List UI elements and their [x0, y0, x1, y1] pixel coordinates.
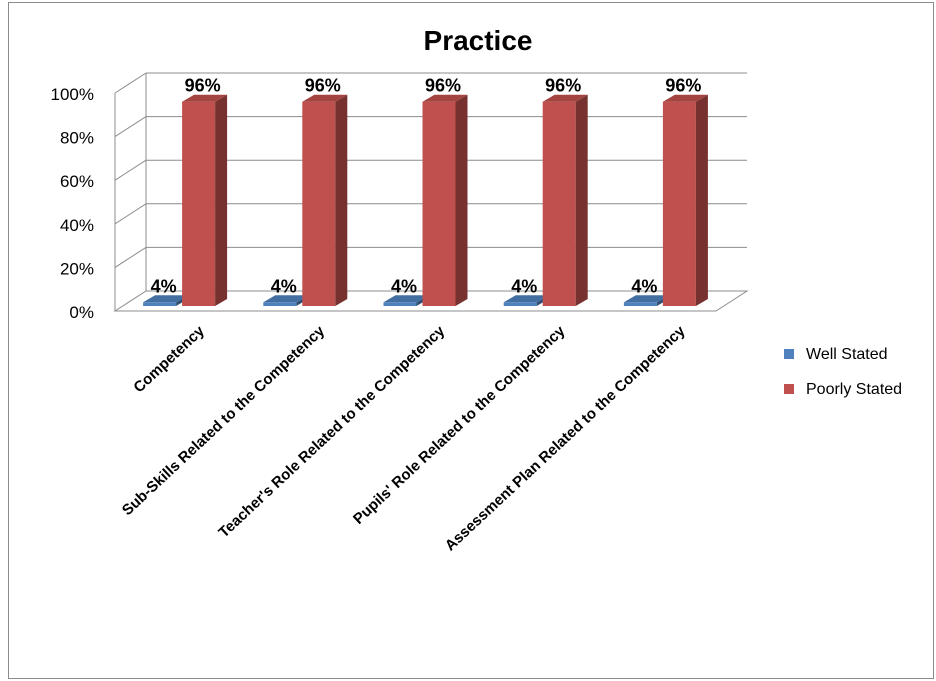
x-category-label: Pupils' Role Related to the Competency — [350, 322, 569, 528]
y-tick-label: 100% — [51, 85, 94, 104]
gridline-diagonal — [114, 246, 147, 268]
gridline-diagonal — [114, 203, 147, 225]
bar-1-2 — [422, 101, 456, 306]
bar-top-0-0 — [143, 295, 189, 303]
bar-1-3 — [542, 101, 576, 306]
chart-area — [8, 2, 934, 679]
bars-layer — [143, 94, 708, 306]
gridline-diagonal — [114, 72, 147, 94]
data-label-0-2: 4% — [391, 276, 417, 296]
data-label-1-0: 96% — [185, 76, 221, 96]
legend-swatch-1 — [784, 384, 794, 394]
y-tick-label: 20% — [60, 259, 94, 278]
y-tick-label: 60% — [60, 172, 94, 191]
bar-1-4 — [662, 101, 696, 306]
x-category-label: Competency — [130, 322, 208, 396]
bar-top-0-1 — [263, 295, 309, 303]
data-label-1-1: 96% — [305, 76, 341, 96]
bar-0-4 — [623, 302, 657, 306]
data-label-1-2: 96% — [425, 76, 461, 96]
x-category-label: Teacher's Role Related to the Competency — [215, 322, 448, 541]
legend-label-0: Well Stated — [806, 346, 888, 363]
bar-top-0-4 — [623, 295, 669, 303]
y-axis: 0% 20% 40% 60% 80% 100% — [51, 85, 94, 322]
bar-top-0-2 — [383, 295, 429, 303]
y-tick-label: 80% — [60, 129, 94, 148]
data-label-0-1: 4% — [271, 276, 297, 296]
bar-top-0-3 — [503, 295, 549, 303]
bar-top-1-4 — [662, 94, 708, 102]
data-labels: 4% 96% 4% 96% 4% 96% 4% 96% 4% 96% — [151, 76, 702, 297]
bar-top-1-2 — [422, 94, 468, 102]
data-label-0-3: 4% — [511, 276, 537, 296]
x-category-label: Assessment Plan Related to the Competenc… — [442, 322, 689, 554]
bar-side-1-1 — [335, 94, 348, 306]
bar-0-2 — [383, 302, 417, 306]
bar-side-1-2 — [455, 94, 468, 306]
bar-side-1-0 — [215, 94, 228, 306]
data-label-1-4: 96% — [665, 76, 701, 96]
bar-1-0 — [182, 101, 216, 306]
bar-top-1-3 — [542, 94, 588, 102]
bar-1-1 — [302, 101, 336, 306]
bar-0-0 — [143, 302, 177, 306]
data-label-0-0: 4% — [151, 276, 177, 296]
bar-side-1-4 — [695, 94, 708, 306]
gridline-diagonal — [114, 116, 147, 138]
bar-top-1-1 — [302, 94, 348, 102]
gridline-diagonal — [114, 159, 147, 181]
bar-side-1-3 — [575, 94, 588, 306]
bar-0-3 — [503, 302, 537, 306]
data-label-0-4: 4% — [631, 276, 657, 296]
y-tick-label: 0% — [69, 303, 94, 322]
data-label-1-3: 96% — [545, 76, 581, 96]
legend: Well Stated Poorly Stated — [784, 346, 902, 398]
legend-swatch-0 — [784, 349, 794, 359]
x-category-label: Sub-Skills Related to the Competency — [119, 322, 329, 519]
bar-0-1 — [263, 302, 297, 306]
y-tick-label: 40% — [60, 216, 94, 235]
chart-title: Practice — [424, 25, 533, 56]
bar-top-1-0 — [182, 94, 228, 102]
legend-label-1: Poorly Stated — [806, 381, 902, 398]
